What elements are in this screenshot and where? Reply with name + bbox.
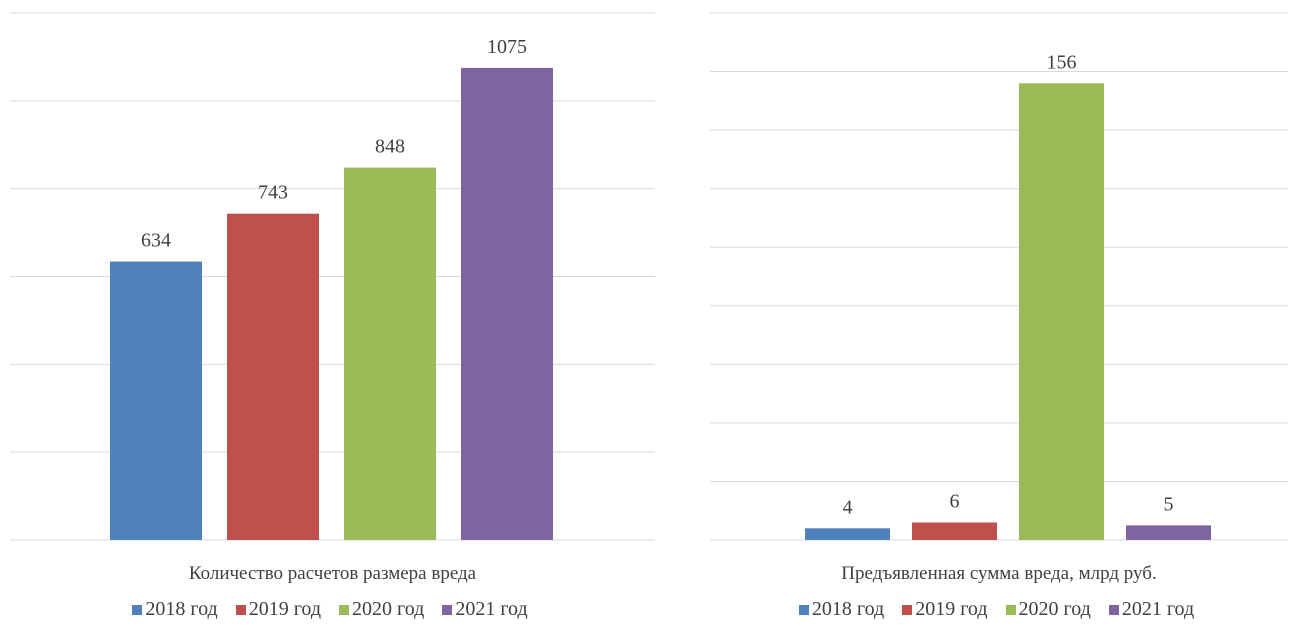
data-label: 1075: [487, 36, 527, 58]
data-label: 848: [375, 136, 405, 158]
legend-label: 2020 год: [352, 598, 425, 620]
bar: [912, 522, 997, 540]
legend-label: 2019 год: [915, 598, 988, 620]
legend-label: 2018 год: [145, 598, 218, 620]
legend-item: 2020 год: [1005, 598, 1091, 621]
category-label: Предъявленная сумма вреда, млрд руб.: [841, 563, 1156, 584]
bar: [344, 167, 436, 540]
legend-item: 2019 год: [235, 598, 321, 621]
bar: [461, 67, 553, 540]
bar: [227, 213, 319, 541]
chart-legend: 2018 год 2019 год 2020 год 2021 год: [700, 598, 1293, 621]
legend-item: 2018 год: [132, 598, 218, 621]
legend-swatch: [1005, 604, 1016, 615]
data-label: 156: [1047, 51, 1077, 73]
legend-label: 2021 год: [1121, 598, 1195, 620]
bar: [110, 261, 202, 540]
legend-item: 2021 год: [442, 598, 528, 621]
chart-plot-area: 634 743 848 1075 Количество расчетов размера…: [10, 12, 655, 584]
data-label: 6: [950, 490, 960, 512]
legend-swatch: [902, 604, 913, 615]
legend-item: 2020 год: [339, 598, 424, 621]
legend-swatch: [798, 604, 809, 615]
data-label: 634: [141, 230, 171, 252]
bar: [1019, 83, 1104, 541]
bar: [1126, 525, 1211, 540]
chart-damage-calculations: 634 743 848 1075 Количество расчетов размера…: [0, 12, 660, 621]
legend-swatch: [339, 604, 349, 615]
legend-swatch: [1108, 604, 1119, 615]
legend-label: 2019 год: [248, 598, 321, 620]
legend-swatch: [235, 604, 246, 615]
data-label: 743: [258, 182, 288, 204]
legend-swatch: [442, 604, 453, 615]
chart-plot-area: 4 6 156 5 Предъявленная сумма вреда, млрд ру…: [710, 12, 1288, 584]
legend-label: 2018 год: [811, 598, 885, 620]
legend-item: 2018 год: [798, 598, 885, 621]
chart-damage-amount: 4 6 156 5 Предъявленная сумма вреда, млрд ру…: [700, 0, 1293, 631]
legend-item: 2021 год: [1108, 598, 1195, 621]
category-label: Количество расчетов размера вреда: [189, 563, 477, 584]
legend-item: 2019 год: [902, 598, 988, 621]
chart-legend: 2018 год 2019 год 2020 год 2021 год: [0, 598, 660, 621]
data-label: 4: [843, 496, 853, 518]
bar: [805, 528, 890, 540]
legend-label: 2020 год: [1018, 598, 1091, 620]
legend-swatch: [132, 604, 143, 615]
data-label: 5: [1164, 493, 1174, 515]
legend-label: 2021 год: [455, 598, 528, 620]
